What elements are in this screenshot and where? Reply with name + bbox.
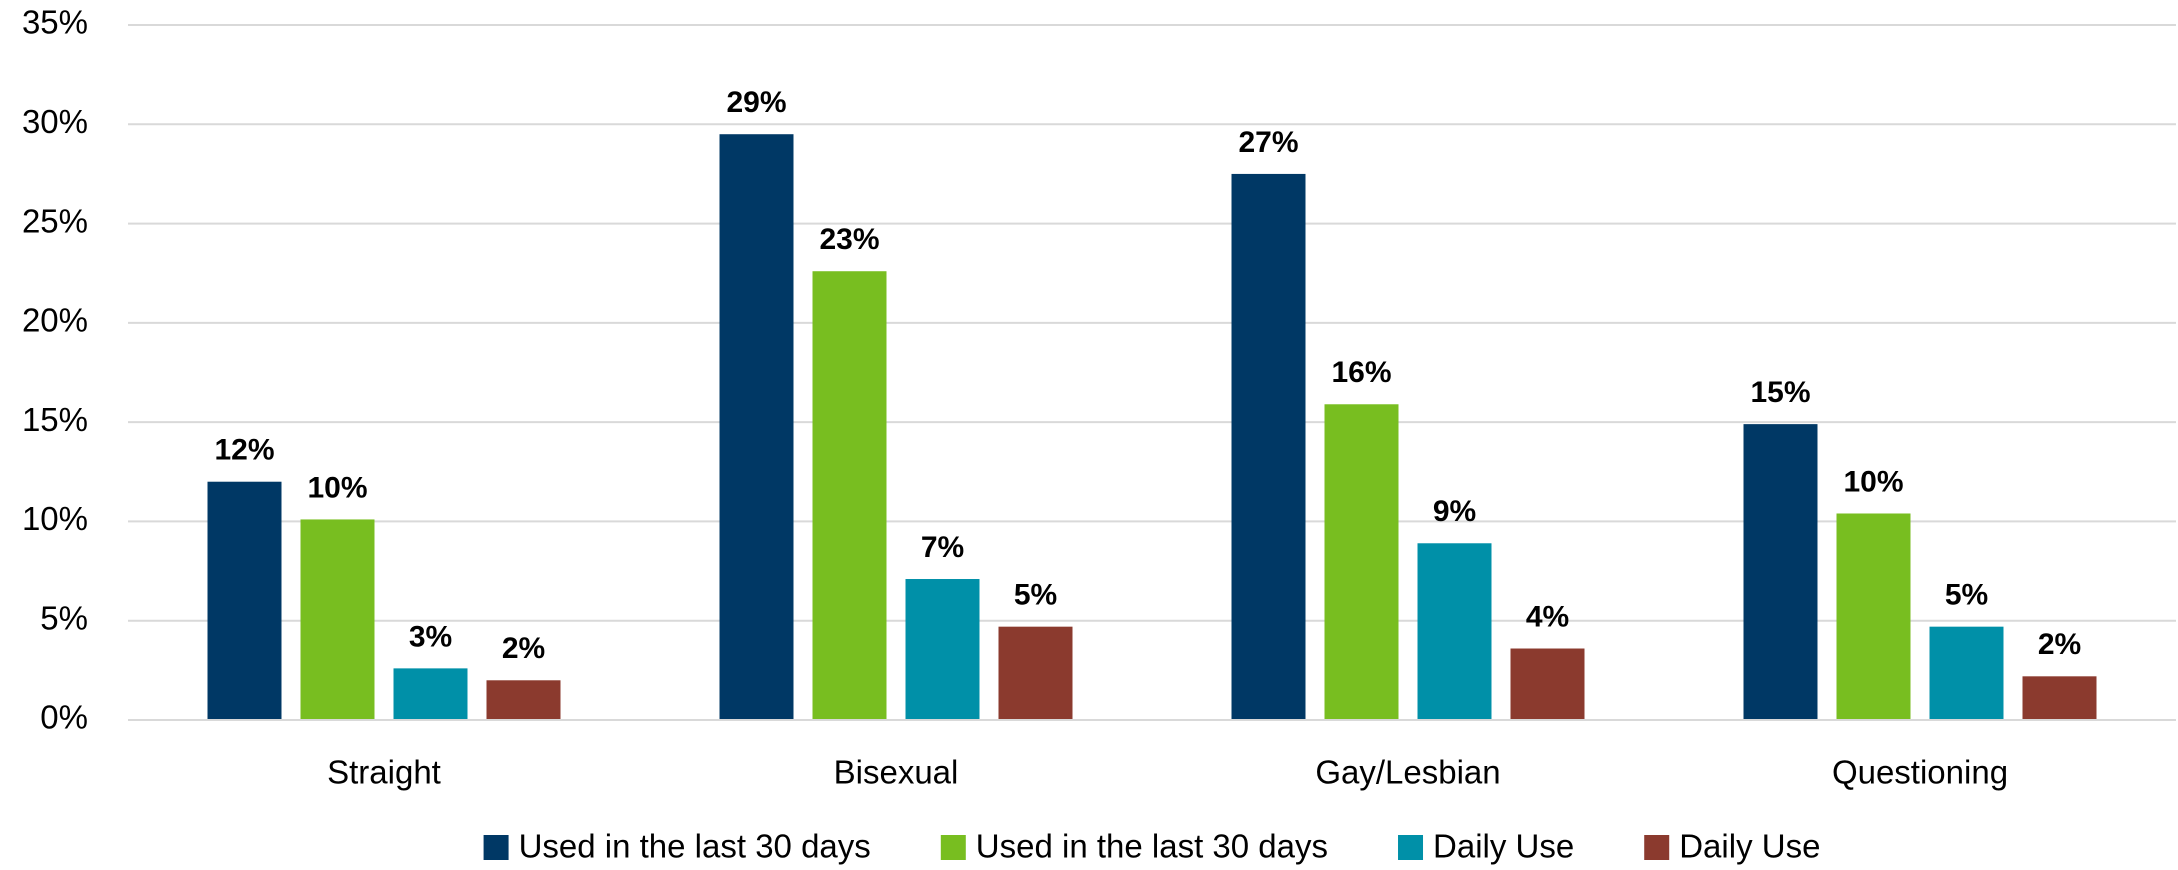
y-tick-label: 5% (40, 599, 88, 636)
bar (1510, 648, 1585, 720)
legend-label: Daily Use (1433, 828, 1574, 865)
legend-label: Daily Use (1679, 828, 1820, 865)
bar (1324, 404, 1399, 720)
y-tick-label: 20% (22, 302, 88, 339)
value-label: 4% (1526, 600, 1569, 633)
value-label: 5% (1014, 579, 1057, 612)
bar (719, 134, 794, 720)
value-label: 10% (307, 471, 367, 504)
value-label: 2% (502, 632, 545, 665)
y-tick-label: 30% (22, 103, 88, 140)
bar (393, 668, 468, 720)
value-label: 3% (409, 620, 452, 653)
legend-swatch (940, 835, 966, 860)
bar (812, 271, 887, 720)
value-label: 12% (214, 434, 274, 467)
value-label: 15% (1750, 376, 1810, 409)
legend-swatch (1398, 835, 1424, 860)
bar (207, 481, 282, 720)
x-tick-label: Bisexual (834, 754, 959, 791)
y-tick-label: 0% (40, 699, 88, 736)
bar (1929, 626, 2004, 720)
legend-label: Used in the last 30 days (519, 828, 871, 865)
y-tick-label: 25% (22, 202, 88, 239)
bar (1231, 173, 1306, 720)
x-tick-label: Straight (327, 754, 441, 791)
bar (1743, 424, 1818, 720)
bar (998, 626, 1073, 720)
legend-swatch (1644, 835, 1670, 860)
bar (1417, 543, 1492, 720)
value-label: 27% (1238, 126, 1298, 159)
y-tick-label: 10% (22, 500, 88, 537)
y-tick-label: 35% (22, 4, 88, 41)
x-tick-label: Questioning (1832, 754, 2008, 791)
value-label: 7% (921, 531, 964, 564)
bar (300, 519, 375, 720)
value-label: 5% (1945, 579, 1988, 612)
bar (486, 680, 561, 720)
legend-swatch (483, 835, 509, 860)
value-label: 2% (2038, 628, 2081, 661)
bar (2022, 676, 2097, 720)
bar (905, 579, 980, 720)
value-label: 16% (1331, 356, 1391, 389)
value-label: 29% (726, 86, 786, 119)
legend-label: Used in the last 30 days (976, 828, 1328, 865)
x-tick-label: Gay/Lesbian (1315, 754, 1500, 791)
bar (1836, 513, 1911, 720)
y-tick-label: 15% (22, 401, 88, 438)
value-label: 10% (1843, 465, 1903, 498)
value-label: 9% (1433, 495, 1476, 528)
value-label: 23% (819, 223, 879, 256)
